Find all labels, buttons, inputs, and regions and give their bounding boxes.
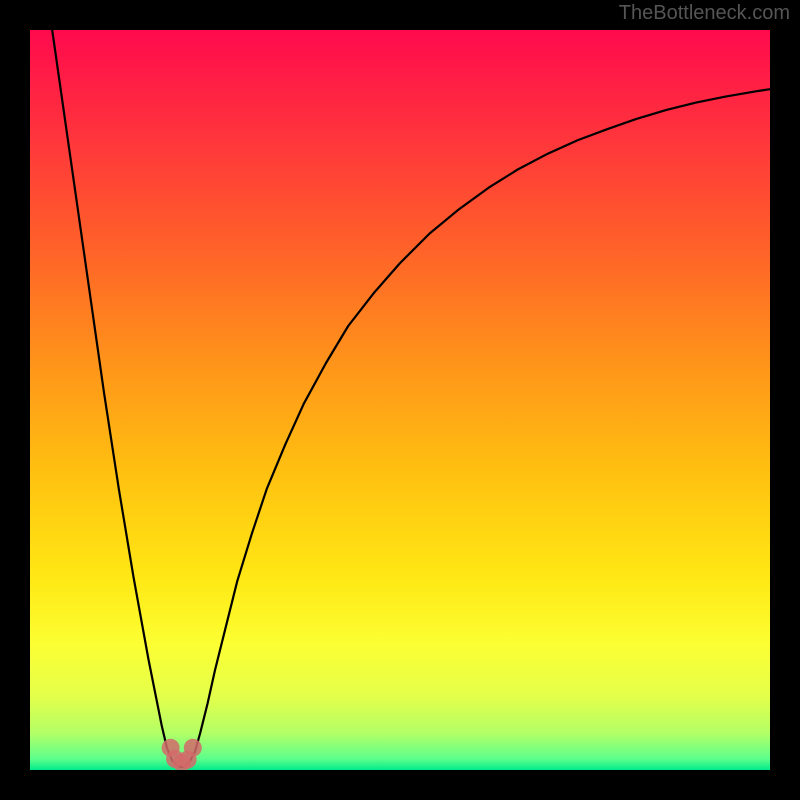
trough-marker-group [162,739,202,770]
chart-root: TheBottleneck.com [0,0,800,800]
trough-marker [184,739,202,757]
bottleneck-curve [52,30,770,767]
watermark-text: TheBottleneck.com [619,2,790,25]
plot-area [30,30,770,770]
curve-layer [30,30,770,770]
